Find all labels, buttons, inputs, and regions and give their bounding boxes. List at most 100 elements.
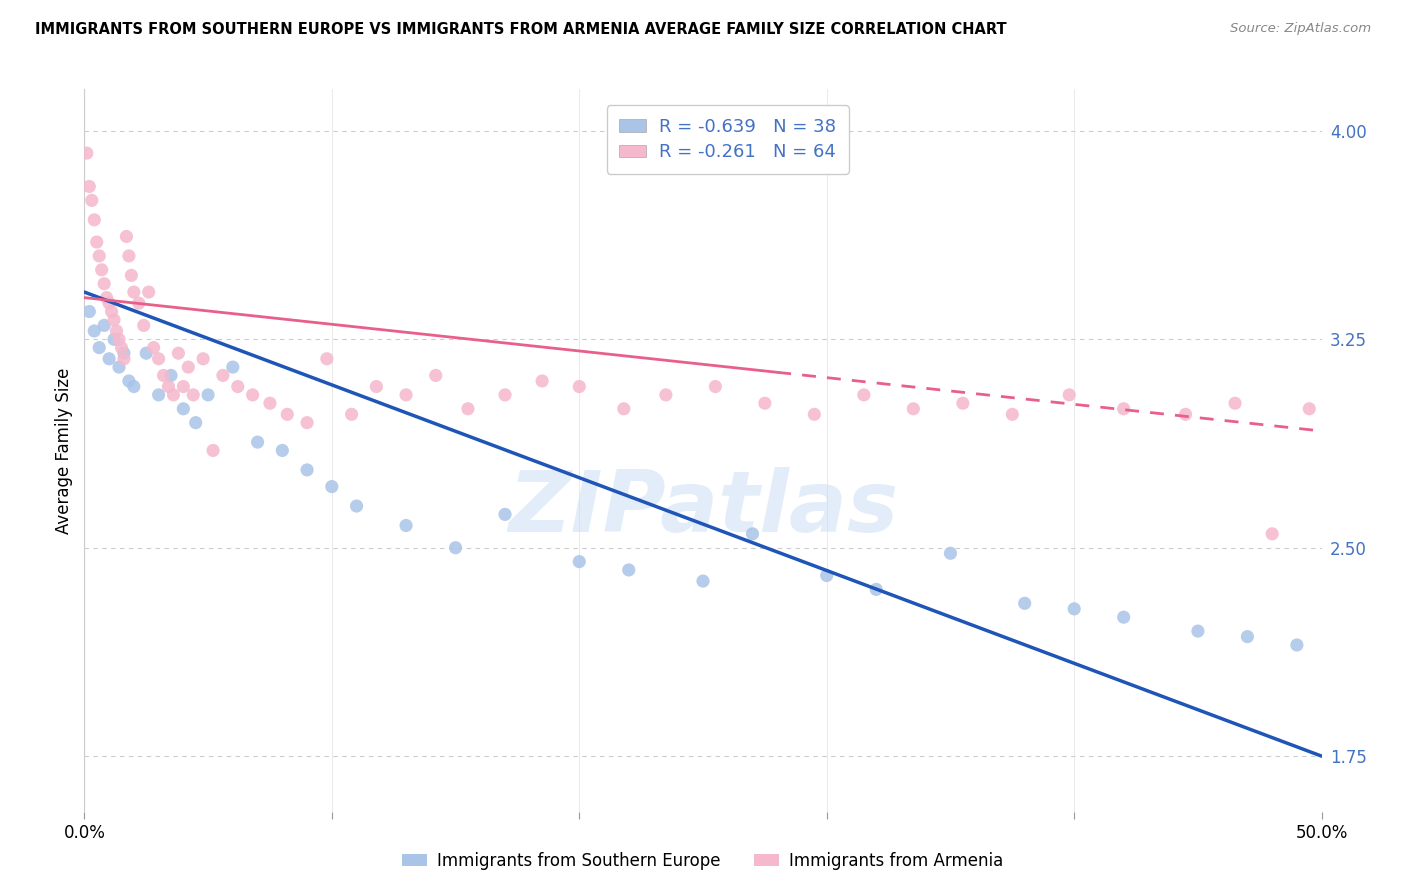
Point [295, 463, 318, 477]
Point [89, 341, 111, 355]
Y-axis label: Average Family Size: Average Family Size [55, 368, 73, 533]
Point [103, 332, 125, 346]
Point [457, 401, 479, 416]
Point [222, 360, 245, 375]
Point [276, 408, 298, 422]
Point [903, 401, 925, 416]
Point [803, 408, 825, 422]
Point [568, 379, 591, 393]
Point [815, 568, 838, 582]
Point [340, 408, 363, 422]
Point [295, 416, 318, 430]
Point [152, 368, 174, 383]
Point [191, 351, 214, 366]
Point [1063, 602, 1085, 616]
Point [93, 277, 115, 291]
Text: IMMIGRANTS FROM SOUTHERN EUROPE VS IMMIGRANTS FROM ARMENIA AVERAGE FAMILY SIZE C: IMMIGRANTS FROM SOUTHERN EUROPE VS IMMIG… [35, 22, 1007, 37]
Point [617, 563, 640, 577]
Point [83, 212, 105, 227]
Point [118, 374, 141, 388]
Point [135, 346, 157, 360]
Point [202, 443, 225, 458]
Point [531, 374, 554, 388]
Point [494, 508, 516, 522]
Point [172, 379, 194, 393]
Point [148, 351, 170, 366]
Point [142, 341, 165, 355]
Point [86, 235, 108, 249]
Point [692, 574, 714, 588]
Point [444, 541, 467, 555]
Point [118, 249, 141, 263]
Point [315, 351, 337, 366]
Point [108, 360, 131, 375]
Point [754, 396, 776, 410]
Point [655, 388, 678, 402]
Point [259, 396, 281, 410]
Point [366, 379, 388, 393]
Point [704, 379, 727, 393]
Point [1112, 610, 1135, 624]
Point [157, 379, 180, 393]
Point [852, 388, 875, 402]
Point [108, 332, 131, 346]
Point [184, 416, 207, 430]
Point [1014, 596, 1036, 610]
Legend: Immigrants from Southern Europe, Immigrants from Armenia: Immigrants from Southern Europe, Immigra… [396, 846, 1010, 877]
Point [103, 313, 125, 327]
Point [939, 546, 962, 560]
Point [952, 396, 974, 410]
Point [271, 443, 294, 458]
Point [613, 401, 636, 416]
Point [321, 480, 343, 494]
Point [100, 304, 122, 318]
Point [83, 324, 105, 338]
Point [494, 388, 516, 402]
Point [79, 179, 101, 194]
Point [242, 388, 264, 402]
Point [148, 388, 170, 402]
Point [568, 555, 591, 569]
Point [79, 304, 101, 318]
Point [76, 146, 98, 161]
Point [212, 368, 235, 383]
Point [98, 351, 121, 366]
Point [346, 499, 368, 513]
Point [226, 379, 249, 393]
Point [1187, 624, 1209, 639]
Point [1057, 388, 1080, 402]
Point [197, 388, 219, 402]
Point [80, 194, 103, 208]
Point [120, 268, 142, 283]
Text: ZIPatlas: ZIPatlas [508, 467, 898, 549]
Point [425, 368, 447, 383]
Point [115, 229, 138, 244]
Point [110, 341, 132, 355]
Point [98, 296, 121, 310]
Text: Source: ZipAtlas.com: Source: ZipAtlas.com [1230, 22, 1371, 36]
Point [128, 296, 150, 310]
Point [1285, 638, 1308, 652]
Point [89, 249, 111, 263]
Point [177, 360, 200, 375]
Point [1174, 408, 1197, 422]
Point [96, 291, 118, 305]
Point [246, 435, 269, 450]
Legend: R = -0.639   N = 38, R = -0.261   N = 64: R = -0.639 N = 38, R = -0.261 N = 64 [607, 105, 849, 174]
Point [122, 379, 145, 393]
Point [122, 285, 145, 299]
Point [138, 285, 160, 299]
Point [1236, 630, 1258, 644]
Point [1001, 408, 1024, 422]
Point [162, 388, 184, 402]
Point [865, 582, 887, 597]
Point [90, 263, 112, 277]
Point [395, 388, 418, 402]
Point [181, 388, 204, 402]
Point [172, 401, 194, 416]
Point [167, 346, 190, 360]
Point [160, 368, 183, 383]
Point [93, 318, 115, 333]
Point [1112, 401, 1135, 416]
Point [112, 351, 135, 366]
